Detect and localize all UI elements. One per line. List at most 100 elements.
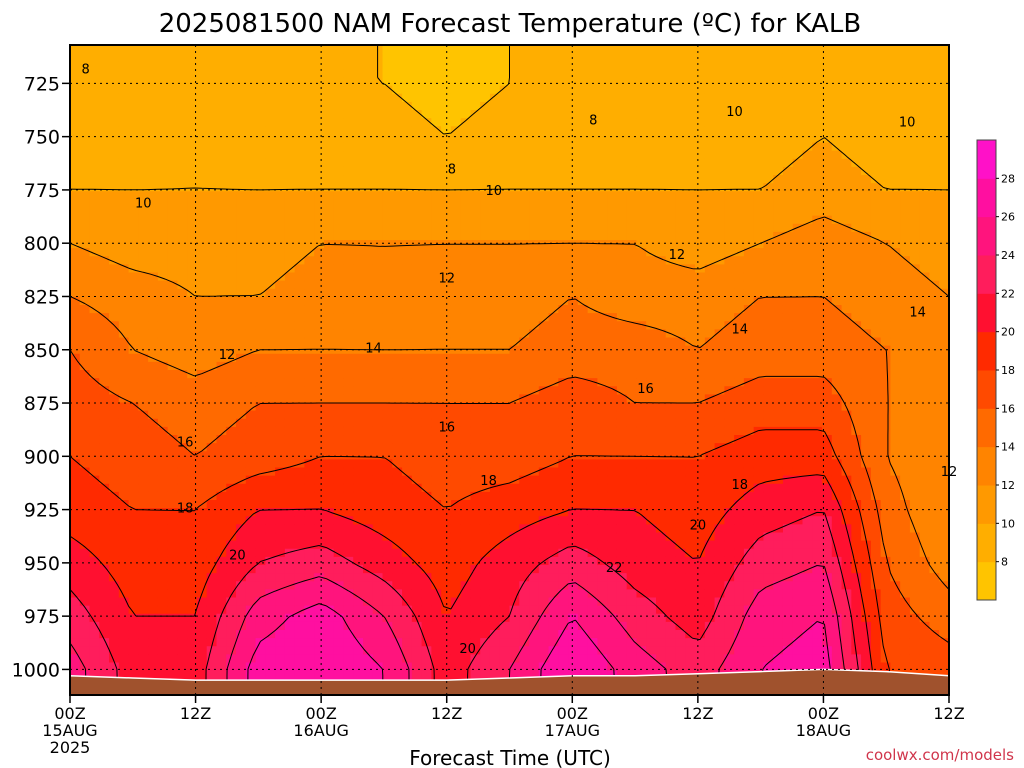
field-cell bbox=[538, 305, 550, 314]
field-cell bbox=[294, 264, 305, 274]
field-cell bbox=[138, 613, 149, 623]
field-cell bbox=[343, 223, 354, 233]
field-cell bbox=[255, 483, 266, 493]
field-cell bbox=[548, 264, 559, 274]
field-cell bbox=[138, 240, 149, 249]
field-cell bbox=[450, 508, 462, 517]
field-cell bbox=[499, 248, 511, 257]
field-cell bbox=[363, 85, 374, 95]
field-cell bbox=[79, 61, 91, 70]
field-cell bbox=[138, 630, 149, 639]
field-cell bbox=[392, 451, 403, 460]
field-cell bbox=[304, 386, 315, 395]
field-cell bbox=[187, 199, 198, 209]
field-cell bbox=[548, 126, 559, 135]
field-cell bbox=[607, 110, 618, 119]
field-cell bbox=[343, 443, 354, 452]
field-cell bbox=[323, 191, 335, 200]
field-cell bbox=[363, 426, 374, 436]
field-cell bbox=[99, 61, 110, 70]
field-cell bbox=[402, 126, 413, 135]
field-cell bbox=[470, 207, 481, 217]
field-cell bbox=[626, 670, 638, 680]
field-cell bbox=[626, 491, 638, 501]
field-cell bbox=[402, 508, 413, 517]
field-cell bbox=[529, 491, 540, 501]
field-cell bbox=[402, 662, 413, 672]
field-cell bbox=[538, 272, 550, 282]
field-cell bbox=[226, 207, 237, 217]
field-cell bbox=[382, 69, 393, 79]
field-cell bbox=[79, 313, 91, 322]
field-cell bbox=[343, 516, 354, 525]
field-cell bbox=[314, 101, 325, 111]
field-cell bbox=[587, 646, 598, 655]
field-cell bbox=[196, 126, 208, 135]
field-cell bbox=[216, 150, 227, 160]
field-cell bbox=[411, 158, 423, 168]
field-cell bbox=[626, 61, 638, 70]
field-cell bbox=[450, 272, 462, 282]
field-cell bbox=[284, 418, 296, 428]
field-cell bbox=[89, 321, 100, 330]
field-cell bbox=[519, 248, 530, 257]
field-cell bbox=[636, 386, 647, 395]
field-cell bbox=[402, 85, 413, 95]
field-cell bbox=[607, 93, 618, 103]
field-cell bbox=[665, 370, 677, 379]
field-cell bbox=[675, 69, 686, 79]
field-cell bbox=[187, 451, 198, 460]
field-cell bbox=[236, 353, 247, 363]
field-cell bbox=[489, 248, 501, 257]
field-cell bbox=[236, 223, 247, 233]
field-cell bbox=[470, 613, 481, 623]
field-cell bbox=[431, 662, 442, 672]
field-cell bbox=[675, 134, 686, 144]
field-cell bbox=[587, 597, 598, 607]
field-cell bbox=[402, 491, 413, 501]
field-cell bbox=[167, 248, 179, 257]
field-cell bbox=[89, 199, 100, 209]
field-cell bbox=[157, 231, 169, 241]
field-cell bbox=[529, 256, 540, 265]
field-cell bbox=[665, 435, 677, 444]
field-cell bbox=[529, 280, 540, 290]
field-cell bbox=[148, 321, 159, 330]
field-cell bbox=[489, 418, 501, 428]
field-cell bbox=[353, 126, 364, 135]
field-cell bbox=[558, 321, 569, 330]
field-cell bbox=[206, 313, 218, 322]
field-cell bbox=[489, 402, 501, 412]
field-cell bbox=[294, 565, 305, 574]
field-cell bbox=[304, 443, 315, 452]
field-cell bbox=[509, 256, 520, 265]
field-cell bbox=[138, 248, 149, 257]
field-cell bbox=[421, 361, 432, 371]
field-cell bbox=[441, 45, 452, 54]
field-cell bbox=[597, 459, 608, 469]
field-cell bbox=[167, 240, 179, 249]
field-cell bbox=[294, 93, 305, 103]
field-cell bbox=[382, 142, 393, 152]
field-cell bbox=[568, 597, 579, 607]
field-cell bbox=[421, 556, 432, 566]
field-cell bbox=[157, 337, 169, 347]
field-cell bbox=[255, 532, 266, 542]
field-cell bbox=[255, 118, 266, 127]
field-cell bbox=[216, 662, 227, 672]
field-cell bbox=[236, 85, 247, 95]
field-cell bbox=[353, 313, 364, 322]
field-cell bbox=[138, 361, 149, 371]
field-cell bbox=[353, 524, 364, 534]
field-cell bbox=[216, 183, 227, 192]
field-cell bbox=[665, 272, 677, 282]
field-cell bbox=[382, 491, 393, 501]
field-cell bbox=[99, 329, 110, 339]
field-cell bbox=[636, 240, 647, 249]
field-cell bbox=[441, 475, 452, 485]
field-cell bbox=[392, 418, 403, 428]
field-cell bbox=[70, 483, 81, 493]
field-cell bbox=[167, 662, 179, 672]
field-cell bbox=[636, 475, 647, 485]
field-cell bbox=[431, 361, 442, 371]
